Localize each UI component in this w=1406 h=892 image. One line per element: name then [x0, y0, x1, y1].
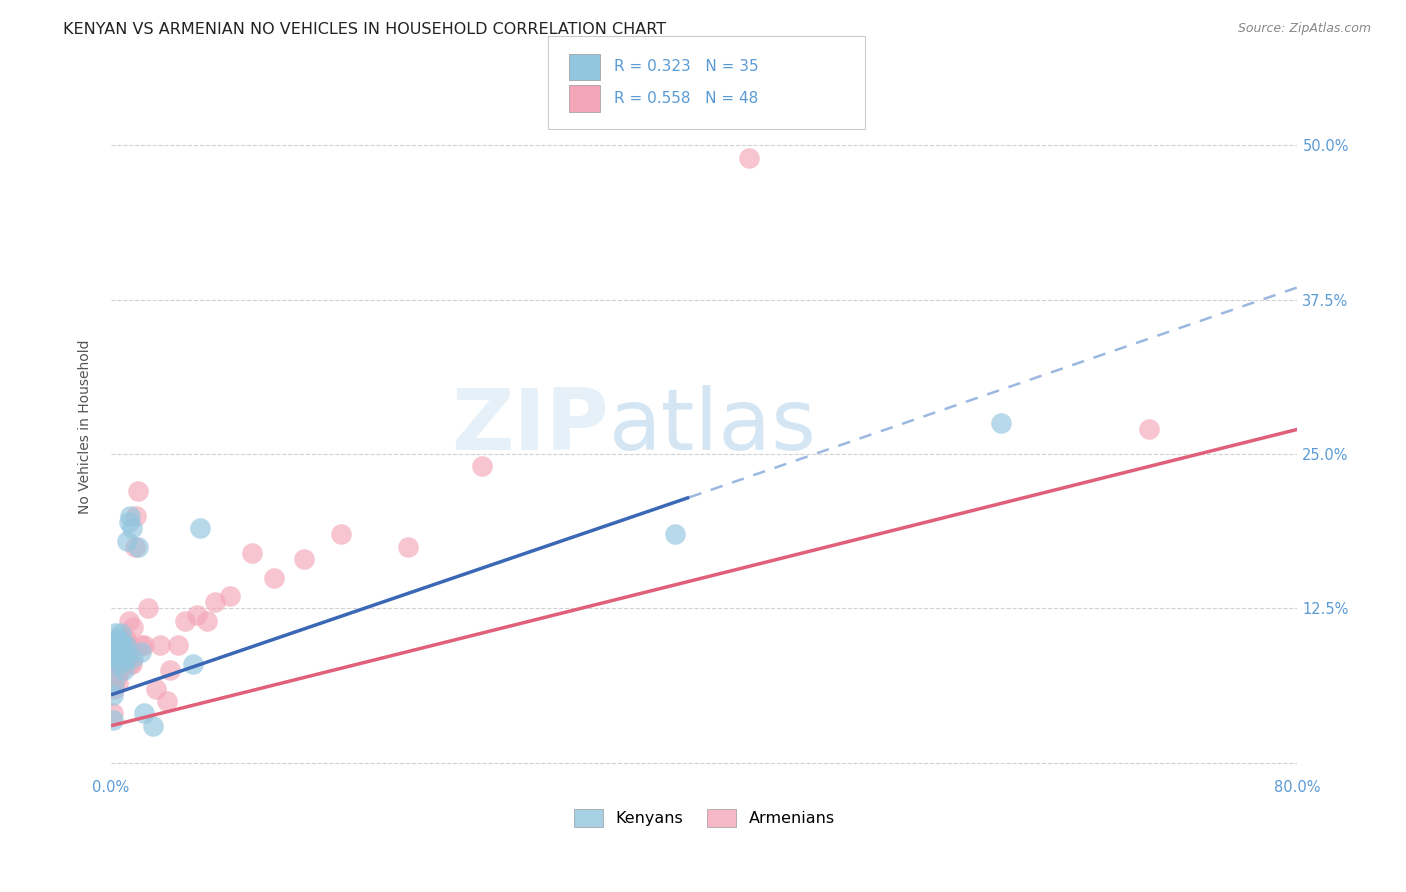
Point	[108, 650, 131, 665]
Point	[117, 533, 139, 548]
Point	[166, 639, 188, 653]
Point	[121, 521, 143, 535]
Point	[263, 570, 285, 584]
Point	[132, 639, 155, 653]
Point	[111, 639, 134, 653]
Point	[125, 508, 148, 523]
Point	[111, 639, 134, 653]
Text: R = 0.558   N = 48: R = 0.558 N = 48	[614, 91, 759, 105]
Y-axis label: No Vehicles in Household: No Vehicles in Household	[79, 339, 93, 514]
Point	[664, 527, 686, 541]
Point	[197, 614, 219, 628]
Point	[145, 681, 167, 696]
Point	[104, 650, 127, 665]
Point	[108, 639, 131, 653]
Point	[127, 484, 149, 499]
Point	[118, 614, 141, 628]
Point	[101, 713, 124, 727]
Point	[107, 645, 129, 659]
Point	[103, 681, 125, 696]
Point	[118, 639, 141, 653]
Point	[132, 706, 155, 721]
Point	[218, 589, 240, 603]
Point	[111, 650, 134, 665]
Point	[107, 675, 129, 690]
Point	[292, 552, 315, 566]
Point	[121, 657, 143, 671]
Point	[112, 650, 135, 665]
Point	[118, 515, 141, 529]
Point	[101, 688, 124, 702]
Point	[129, 645, 152, 659]
Point	[110, 645, 132, 659]
Point	[115, 645, 138, 659]
Point	[136, 601, 159, 615]
Text: R = 0.323   N = 35: R = 0.323 N = 35	[614, 60, 759, 74]
Point	[1137, 422, 1160, 436]
Point	[174, 614, 197, 628]
Point	[107, 650, 129, 665]
Point	[122, 620, 145, 634]
Point	[101, 706, 124, 721]
Text: ZIP: ZIP	[451, 384, 609, 467]
Point	[107, 650, 129, 665]
Point	[159, 663, 181, 677]
Legend: Kenyans, Armenians: Kenyans, Armenians	[568, 802, 841, 833]
Point	[115, 650, 138, 665]
Point	[105, 650, 128, 665]
Point	[129, 639, 152, 653]
Point	[122, 650, 145, 665]
Point	[112, 650, 135, 665]
Point	[108, 657, 131, 671]
Point	[120, 657, 142, 671]
Point	[107, 632, 129, 647]
Point	[104, 626, 127, 640]
Point	[188, 521, 211, 535]
Point	[149, 639, 172, 653]
Point	[104, 657, 127, 671]
Point	[186, 607, 208, 622]
Point	[110, 639, 132, 653]
Point	[115, 639, 138, 653]
Point	[117, 650, 139, 665]
Point	[127, 540, 149, 554]
Point	[990, 416, 1012, 430]
Point	[204, 595, 226, 609]
Point	[111, 645, 134, 659]
Point	[104, 639, 127, 653]
Text: Source: ZipAtlas.com: Source: ZipAtlas.com	[1237, 22, 1371, 36]
Point	[471, 459, 494, 474]
Point	[105, 632, 128, 647]
Point	[103, 675, 125, 690]
Point	[396, 540, 419, 554]
Point	[110, 626, 132, 640]
Point	[115, 632, 138, 647]
Point	[120, 508, 142, 523]
Point	[738, 151, 761, 165]
Point	[104, 639, 127, 653]
Point	[124, 540, 146, 554]
Point	[112, 663, 135, 677]
Point	[240, 546, 263, 560]
Point	[329, 527, 352, 541]
Text: KENYAN VS ARMENIAN NO VEHICLES IN HOUSEHOLD CORRELATION CHART: KENYAN VS ARMENIAN NO VEHICLES IN HOUSEH…	[63, 22, 666, 37]
Point	[105, 669, 128, 683]
Point	[181, 657, 204, 671]
Point	[103, 657, 125, 671]
Point	[156, 694, 179, 708]
Point	[105, 639, 128, 653]
Text: atlas: atlas	[609, 384, 817, 467]
Point	[108, 632, 131, 647]
Point	[110, 663, 132, 677]
Point	[141, 719, 163, 733]
Point	[112, 639, 135, 653]
